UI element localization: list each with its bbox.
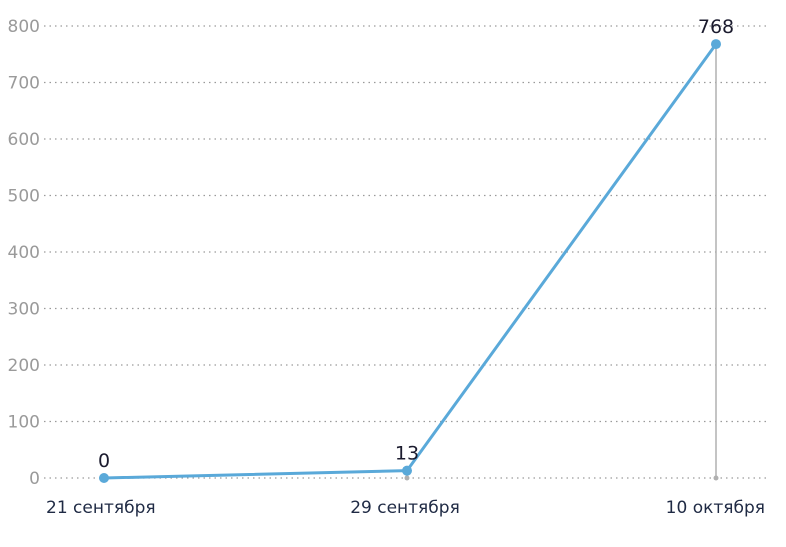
y-tick-label-700: 700 — [8, 74, 40, 94]
y-tick-label-600: 600 — [8, 130, 40, 150]
series-markers — [99, 39, 721, 483]
y-tick-label-800: 800 — [8, 17, 40, 37]
y-tick-label-400: 400 — [8, 243, 40, 263]
axis-tick-dot-1 — [404, 475, 410, 481]
x-tick-label-0: 21 сентября — [46, 498, 156, 518]
y-tick-label-0: 0 — [29, 469, 40, 489]
axis-tick-dot-2 — [713, 475, 719, 481]
y-tick-label-100: 100 — [8, 413, 40, 433]
y-tick-label-200: 200 — [8, 356, 40, 376]
series-line-path — [102, 42, 718, 480]
x-tick-label-2: 10 октября — [666, 498, 765, 518]
series-line — [102, 42, 718, 480]
drop-lines — [404, 44, 719, 481]
data-label-0: 0 — [98, 450, 110, 472]
data-label-2: 768 — [698, 16, 734, 38]
y-tick-label-300: 300 — [8, 300, 40, 320]
data-point-1 — [402, 465, 412, 476]
y-axis-tick-labels: 0 100 200 300 400 500 600 700 800 — [8, 17, 40, 489]
x-axis-tick-labels: 21 сентября 29 сентября 10 октября — [46, 498, 765, 518]
grid-lines — [44, 25, 770, 479]
data-label-1: 13 — [395, 443, 419, 465]
y-tick-label-500: 500 — [8, 187, 40, 207]
data-point-0 — [99, 473, 109, 483]
x-tick-label-1: 29 сентября — [350, 498, 460, 518]
data-labels: 0 13 768 — [98, 16, 734, 472]
data-point-2 — [711, 39, 721, 50]
